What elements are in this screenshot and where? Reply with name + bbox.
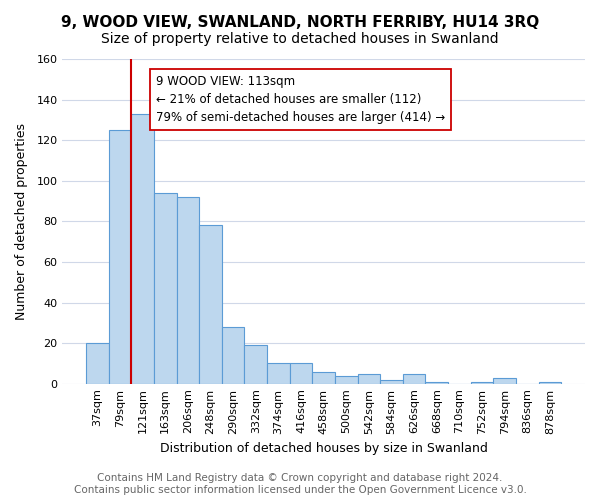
- Bar: [86, 343, 109, 384]
- Text: 9, WOOD VIEW, SWANLAND, NORTH FERRIBY, HU14 3RQ: 9, WOOD VIEW, SWANLAND, NORTH FERRIBY, H…: [61, 15, 539, 30]
- Bar: [244, 345, 267, 384]
- Bar: [267, 364, 290, 384]
- Bar: [380, 380, 403, 384]
- Bar: [131, 114, 154, 384]
- Bar: [313, 372, 335, 384]
- Bar: [176, 197, 199, 384]
- Bar: [493, 378, 516, 384]
- Text: 9 WOOD VIEW: 113sqm
← 21% of detached houses are smaller (112)
79% of semi-detac: 9 WOOD VIEW: 113sqm ← 21% of detached ho…: [156, 75, 445, 124]
- Bar: [290, 364, 313, 384]
- Bar: [154, 193, 176, 384]
- Bar: [222, 327, 244, 384]
- Text: Size of property relative to detached houses in Swanland: Size of property relative to detached ho…: [101, 32, 499, 46]
- Bar: [109, 130, 131, 384]
- Bar: [403, 374, 425, 384]
- Y-axis label: Number of detached properties: Number of detached properties: [15, 123, 28, 320]
- Bar: [199, 226, 222, 384]
- Text: Contains HM Land Registry data © Crown copyright and database right 2024.
Contai: Contains HM Land Registry data © Crown c…: [74, 474, 526, 495]
- Bar: [471, 382, 493, 384]
- Bar: [335, 376, 358, 384]
- Bar: [539, 382, 561, 384]
- X-axis label: Distribution of detached houses by size in Swanland: Distribution of detached houses by size …: [160, 442, 488, 455]
- Bar: [425, 382, 448, 384]
- Bar: [358, 374, 380, 384]
